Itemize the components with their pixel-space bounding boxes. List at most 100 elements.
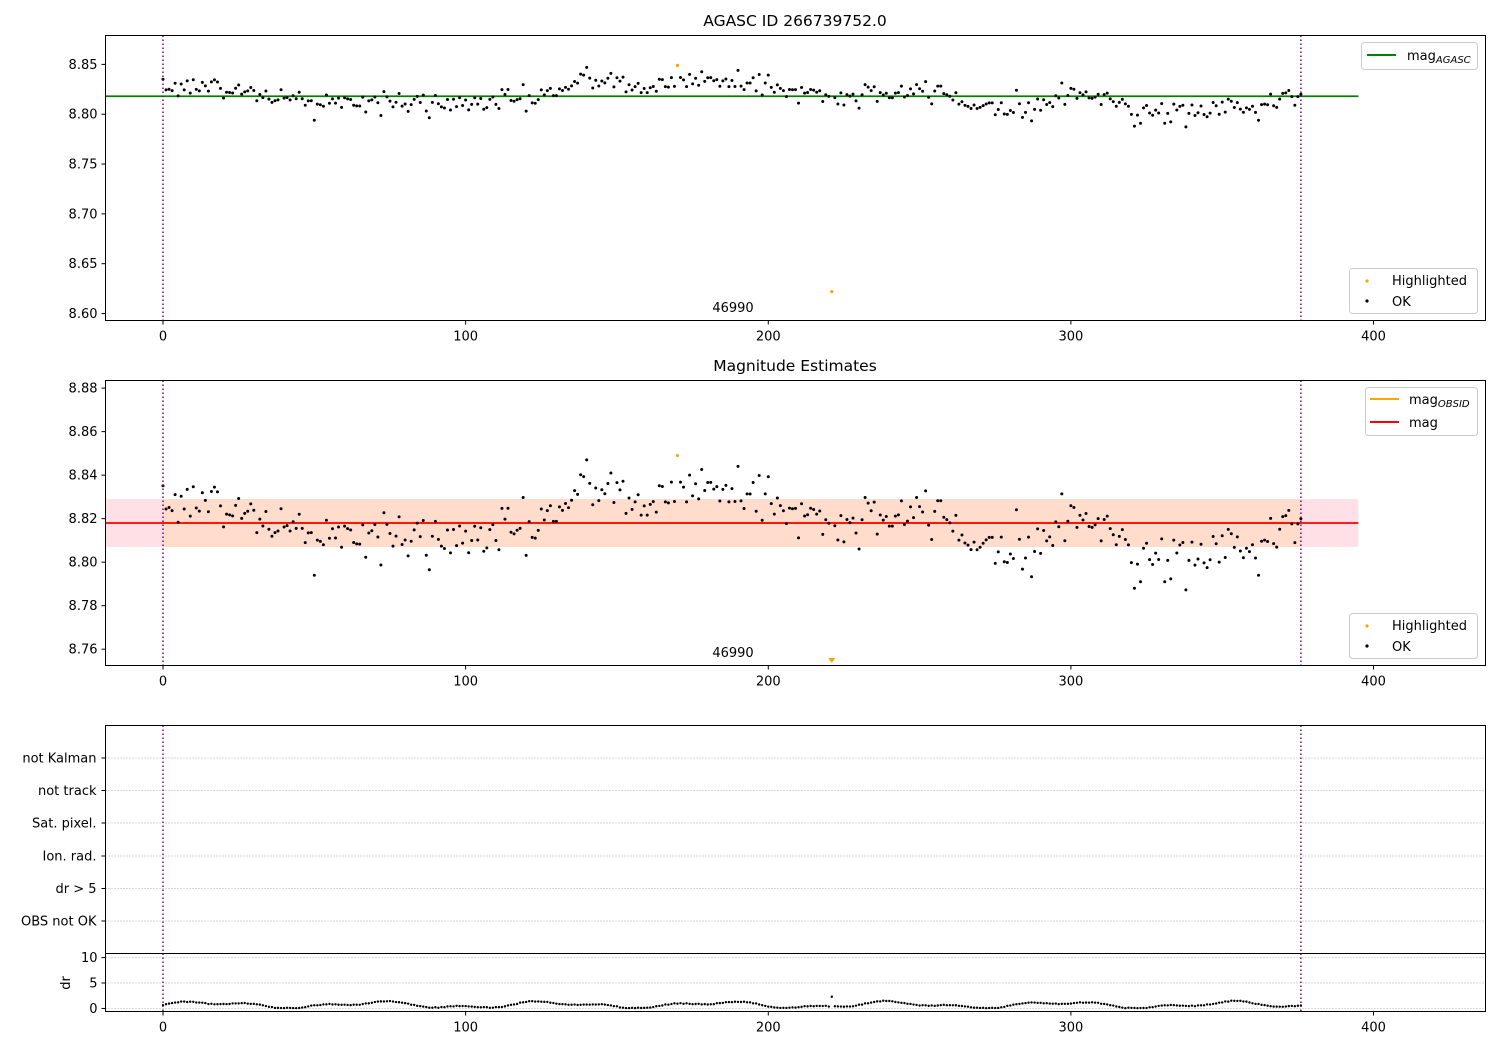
ok-point — [203, 498, 207, 502]
ok-point — [1036, 97, 1040, 101]
dr-point — [1296, 1004, 1300, 1007]
ok-point — [309, 531, 313, 535]
dr-point — [1127, 1006, 1130, 1009]
dr-point — [564, 1003, 567, 1006]
ok-point — [515, 528, 519, 532]
ok-point — [206, 89, 210, 93]
dr-point — [479, 1006, 482, 1009]
ok-point — [461, 104, 465, 108]
dr-point — [721, 1001, 725, 1005]
ok-point — [975, 107, 979, 111]
ok-point — [1005, 112, 1009, 116]
ok-point — [896, 513, 900, 517]
ok-point — [1075, 525, 1079, 529]
ok-point — [442, 546, 446, 550]
panel-magnitude-estimates: Magnitude Estimates 46990 0 100 200 300 400 … — [69, 357, 1486, 690]
dr-point — [576, 1003, 579, 1007]
ok-point — [1157, 111, 1161, 115]
dr-point — [255, 1003, 259, 1006]
ok-point — [418, 535, 422, 539]
dr-point — [948, 1003, 952, 1007]
ok-point — [191, 485, 195, 489]
ok-point — [742, 507, 746, 511]
ok-point — [751, 481, 755, 485]
ok-point — [382, 90, 386, 94]
ok-point — [1281, 515, 1285, 519]
ok-point — [1241, 556, 1245, 560]
dr-point — [1202, 1004, 1206, 1007]
dr-point — [912, 1003, 915, 1006]
dr-point — [863, 1002, 867, 1005]
ok-point — [1120, 528, 1124, 532]
dr-point — [521, 1001, 525, 1004]
ok-point — [1235, 535, 1239, 539]
ok-point — [963, 541, 967, 545]
ok-point — [1175, 108, 1179, 112]
ok-point — [533, 101, 537, 105]
dr-point — [1251, 1002, 1254, 1005]
ok-point — [594, 78, 598, 82]
ok-point — [200, 491, 204, 495]
ok-point — [424, 553, 428, 557]
ok-point — [1272, 104, 1276, 108]
panel1-highlighted-points — [675, 63, 834, 294]
ok-point — [297, 512, 301, 516]
ok-point — [866, 501, 870, 505]
ok-point — [833, 524, 837, 528]
ok-point — [709, 480, 713, 484]
ok-point — [1217, 560, 1221, 564]
ok-point — [887, 524, 891, 528]
ok-point — [306, 99, 310, 103]
ok-point — [1123, 537, 1127, 541]
dr-point — [736, 1000, 740, 1004]
ok-point — [1260, 103, 1264, 107]
ok-point — [1045, 102, 1049, 106]
ok-point — [376, 101, 380, 105]
ok-point — [439, 105, 443, 109]
dr-point — [322, 1003, 325, 1006]
ok-point — [485, 546, 489, 550]
dr-point — [673, 1002, 676, 1005]
ok-point — [960, 100, 964, 104]
dr-point — [812, 1005, 815, 1008]
ok-point — [188, 91, 192, 95]
ok-point — [545, 509, 549, 513]
ok-point — [209, 490, 213, 494]
ok-point — [954, 513, 958, 517]
ok-point — [966, 543, 970, 547]
dr-point — [727, 1000, 731, 1004]
ok-point — [427, 568, 431, 572]
ok-point — [212, 78, 216, 82]
ok-point — [1114, 104, 1118, 108]
ok-point — [1069, 86, 1073, 90]
ok-point — [1063, 539, 1067, 543]
ok-point — [691, 82, 695, 86]
ok-point — [567, 87, 571, 91]
ok-point — [612, 85, 616, 89]
dr-point — [488, 1006, 492, 1010]
ok-point — [1139, 580, 1142, 584]
ok-point — [715, 485, 719, 489]
dr-point — [1106, 1003, 1109, 1006]
ok-point — [318, 103, 322, 107]
ok-point — [809, 506, 813, 510]
ok-point — [663, 500, 667, 504]
ok-point — [945, 93, 949, 97]
ok-point — [933, 89, 937, 93]
ok-point — [1205, 115, 1209, 119]
ok-point — [573, 489, 577, 493]
ok-point — [421, 519, 425, 523]
x-tick-label: 200 — [756, 330, 781, 345]
dr-point — [567, 1003, 570, 1006]
ok-point — [385, 522, 389, 526]
dr-point — [449, 1005, 452, 1008]
ok-point — [727, 85, 731, 89]
dr-point — [1266, 1004, 1269, 1007]
ok-point — [352, 540, 356, 544]
dr-point — [954, 1004, 958, 1007]
dr-point — [1109, 1004, 1112, 1007]
ok-point — [942, 515, 946, 519]
ok-point — [800, 85, 804, 89]
ok-point — [730, 487, 734, 491]
ok-point — [1096, 92, 1100, 96]
